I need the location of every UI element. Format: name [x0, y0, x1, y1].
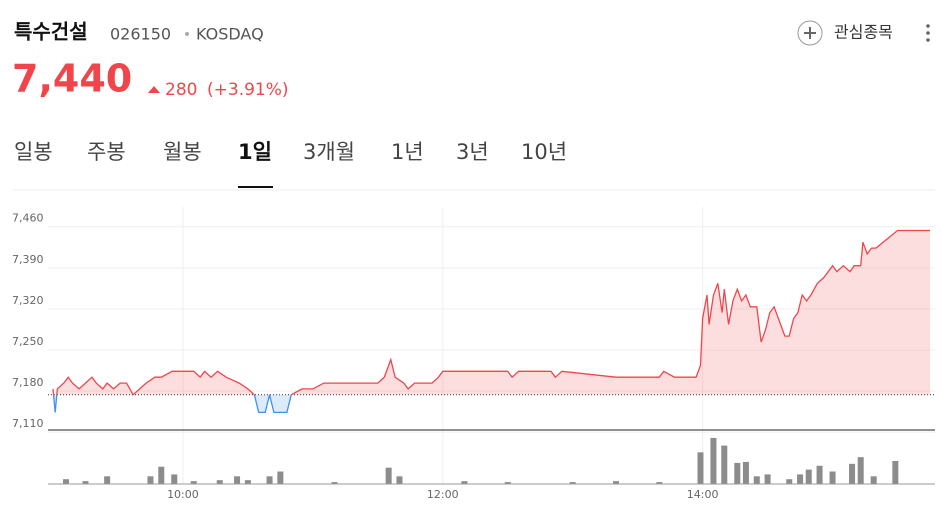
volume-bar: [656, 482, 663, 484]
x-tick-label: 12:00: [427, 488, 459, 501]
area-down: [53, 394, 292, 413]
watchlist-label: 관심종목: [834, 23, 893, 42]
volume-bar: [569, 482, 576, 484]
volume-bar: [385, 467, 392, 484]
volume-bar: [331, 482, 338, 484]
volume-bar: [396, 476, 403, 484]
x-tick-label: 14:00: [687, 488, 719, 501]
volume-bar: [266, 476, 273, 484]
market: KOSDAQ: [196, 25, 264, 44]
y-tick-label: 7,180: [12, 376, 44, 389]
tab[interactable]: 1년: [391, 140, 424, 164]
volume-bar: [158, 466, 165, 484]
volume-bar: [764, 474, 771, 484]
volume-bar: [277, 471, 284, 484]
volume-bar: [82, 481, 89, 484]
change: 280: [165, 80, 197, 100]
price-line-up: [52, 229, 930, 395]
x-tick-label: 10:00: [167, 488, 199, 501]
tab[interactable]: 월봉: [163, 140, 202, 164]
volume-bar: [786, 479, 793, 484]
y-tick-label: 7,460: [12, 212, 44, 225]
dot: [926, 38, 930, 42]
volume-bar: [504, 482, 511, 484]
y-tick-label: 7,390: [12, 253, 44, 266]
tab[interactable]: 10년: [521, 140, 567, 164]
volume-bar: [613, 481, 620, 484]
more-menu[interactable]: [926, 24, 930, 42]
volume-bar: [104, 476, 111, 484]
volume-bar: [829, 471, 836, 484]
volume-bar: [171, 474, 178, 484]
volume-bar: [892, 460, 899, 484]
tab[interactable]: 3년: [456, 140, 489, 164]
y-tick-label: 7,320: [12, 294, 44, 307]
price: 7,440: [12, 57, 132, 101]
tab[interactable]: 주봉: [87, 140, 126, 164]
volume-bar: [849, 463, 856, 484]
tab[interactable]: 3개월: [303, 140, 355, 164]
volume-bar: [697, 452, 704, 484]
up-arrow: [148, 86, 160, 93]
volume-bar: [190, 481, 197, 484]
volume-bar: [216, 480, 223, 484]
stock-code: 026150: [110, 25, 171, 44]
volume-bar: [870, 476, 877, 484]
volume-bar: [805, 469, 812, 484]
dot: [926, 31, 930, 35]
volume-bar: [857, 457, 864, 484]
y-tick-label: 7,110: [12, 417, 44, 430]
volume-bar: [753, 476, 760, 484]
volume-bar: [234, 476, 241, 484]
dot: [926, 24, 930, 28]
volume-bar: [797, 474, 804, 484]
watchlist-button[interactable]: 관심종목: [797, 20, 893, 46]
area-up: [53, 230, 930, 395]
y-tick-label: 7,250: [12, 335, 44, 348]
volume-bar: [62, 479, 69, 484]
separator-dot: [185, 32, 189, 36]
tab[interactable]: 1일: [238, 140, 272, 164]
volume-bar: [244, 480, 251, 484]
plus-icon: [797, 20, 823, 46]
volume-bar: [710, 437, 717, 484]
stock-name: 특수건설: [14, 20, 88, 44]
volume-bar: [721, 445, 728, 484]
plus-sign: [804, 27, 816, 39]
tab[interactable]: 일봉: [14, 140, 53, 164]
volume-bar: [461, 481, 468, 484]
volume-bar: [816, 465, 823, 484]
volume-bar: [734, 462, 741, 484]
volume-bar: [147, 476, 154, 484]
change-pct: (+3.91%): [207, 80, 289, 100]
volume-bar: [742, 461, 749, 484]
